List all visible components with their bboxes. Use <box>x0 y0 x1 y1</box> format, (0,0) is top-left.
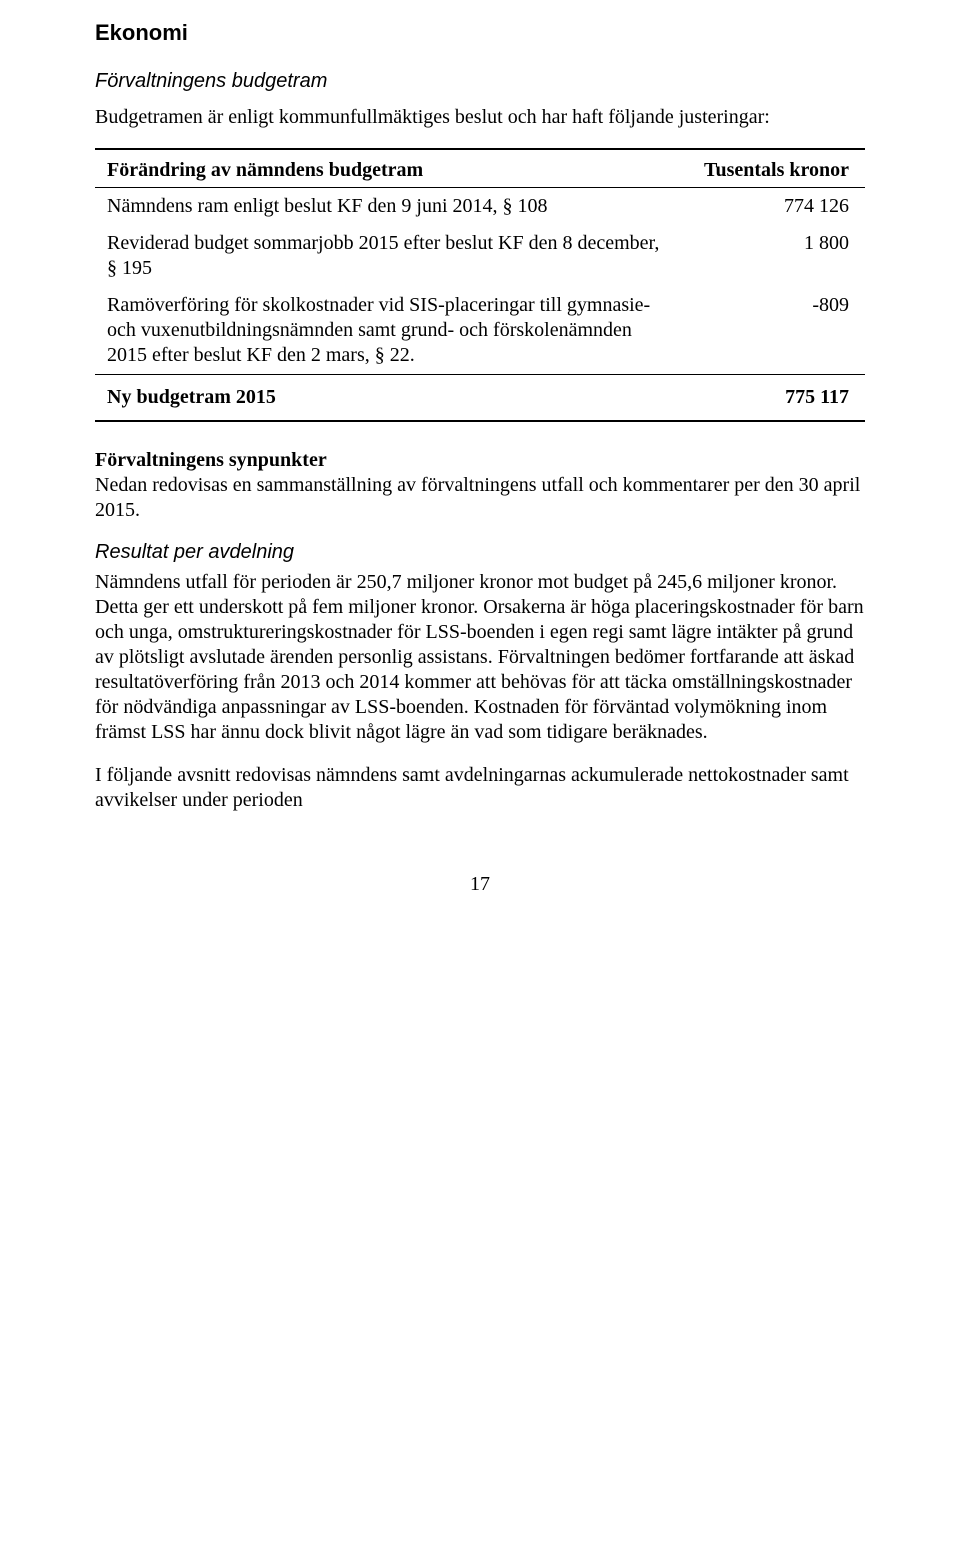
budget-table: Förändring av nämndens budgetram Tusenta… <box>95 148 865 422</box>
table-total-row: Ny budgetram 2015 775 117 <box>95 375 865 422</box>
intro-paragraph: Budgetramen är enligt kommunfullmäktiges… <box>95 105 865 130</box>
table-cell-label: Nämndens ram enligt beslut KF den 9 juni… <box>95 188 675 226</box>
table-row: Ramöverföring för skolkostnader vid SIS-… <box>95 287 865 375</box>
table-row: Reviderad budget sommarjobb 2015 efter b… <box>95 225 865 287</box>
page-title: Ekonomi <box>95 20 865 46</box>
table-cell-value: -809 <box>675 287 865 375</box>
resultat-heading: Resultat per avdelning <box>95 541 865 564</box>
closing-paragraph: I följande avsnitt redovisas nämndens sa… <box>95 763 865 813</box>
synpunkter-heading: Förvaltningens synpunkter <box>95 449 327 471</box>
table-total-value: 775 117 <box>675 375 865 422</box>
section-heading-budgetram: Förvaltningens budgetram <box>95 70 865 93</box>
synpunkter-text: Nedan redovisas en sammanställning av fö… <box>95 474 860 521</box>
table-cell-label: Reviderad budget sommarjobb 2015 efter b… <box>95 225 675 287</box>
table-total-label: Ny budgetram 2015 <box>95 375 675 422</box>
table-cell-value: 774 126 <box>675 188 865 226</box>
synpunkter-section: Förvaltningens synpunkter Nedan redovisa… <box>95 448 865 523</box>
page-number: 17 <box>95 873 865 896</box>
table-row: Nämndens ram enligt beslut KF den 9 juni… <box>95 188 865 226</box>
table-header-row: Förändring av nämndens budgetram Tusenta… <box>95 149 865 188</box>
table-cell-value: 1 800 <box>675 225 865 287</box>
table-cell-label: Ramöverföring för skolkostnader vid SIS-… <box>95 287 675 375</box>
resultat-paragraph: Nämndens utfall för perioden är 250,7 mi… <box>95 570 865 745</box>
table-header-label: Förändring av nämndens budgetram <box>95 149 675 188</box>
table-header-value: Tusentals kronor <box>675 149 865 188</box>
